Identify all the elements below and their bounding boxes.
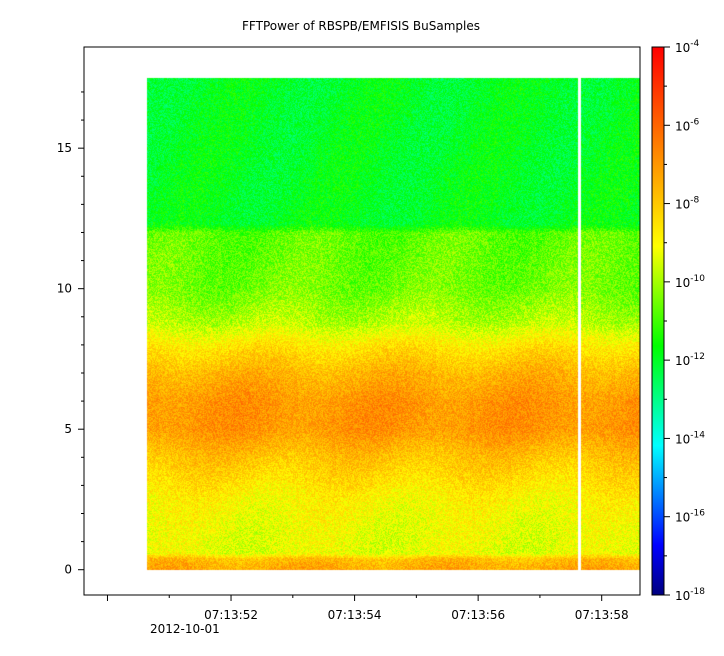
- colorbar-axis: 10-4 10-6 10-8 10-10 10-12 10-14 10-16 10-18: [664, 39, 705, 603]
- x-date-label: 2012-10-01: [150, 622, 220, 636]
- y-tick-label: 15: [57, 141, 72, 155]
- plot-frame: [83, 46, 641, 596]
- colorbar-tick-label: 10-8: [675, 196, 700, 212]
- colorbar-tick-label: 10-6: [675, 117, 700, 133]
- x-tick-label: 07:13:54: [328, 608, 382, 622]
- colorbar-tick-label: 10-12: [675, 352, 705, 368]
- x-tick-label: 07:13:56: [451, 608, 505, 622]
- y-tick-label: 10: [57, 282, 72, 296]
- x-axis: 07:13:52 07:13:54 07:13:56 07:13:58: [106, 595, 629, 622]
- y-tick-label: 5: [64, 422, 72, 436]
- y-tick-label: 0: [64, 563, 72, 577]
- spectrogram-image: [84, 47, 640, 595]
- x-tick-label: 07:13:58: [575, 608, 629, 622]
- colorbar-tick-label: 10-14: [675, 430, 705, 446]
- y-axis: 0 5 10 15: [57, 91, 84, 577]
- colorbar: [651, 46, 665, 596]
- chart-title: FFTPower of RBSPB/EMFISIS BuSamples: [242, 19, 480, 33]
- x-tick-label: 07:13:52: [204, 608, 258, 622]
- colorbar-tick-label: 10-10: [675, 274, 705, 290]
- colorbar-tick-label: 10-4: [675, 39, 700, 55]
- spectrogram-image-wrap: [84, 47, 640, 595]
- colorbar-tick-label: 10-18: [675, 587, 705, 603]
- colorbar-tick-label: 10-16: [675, 509, 705, 525]
